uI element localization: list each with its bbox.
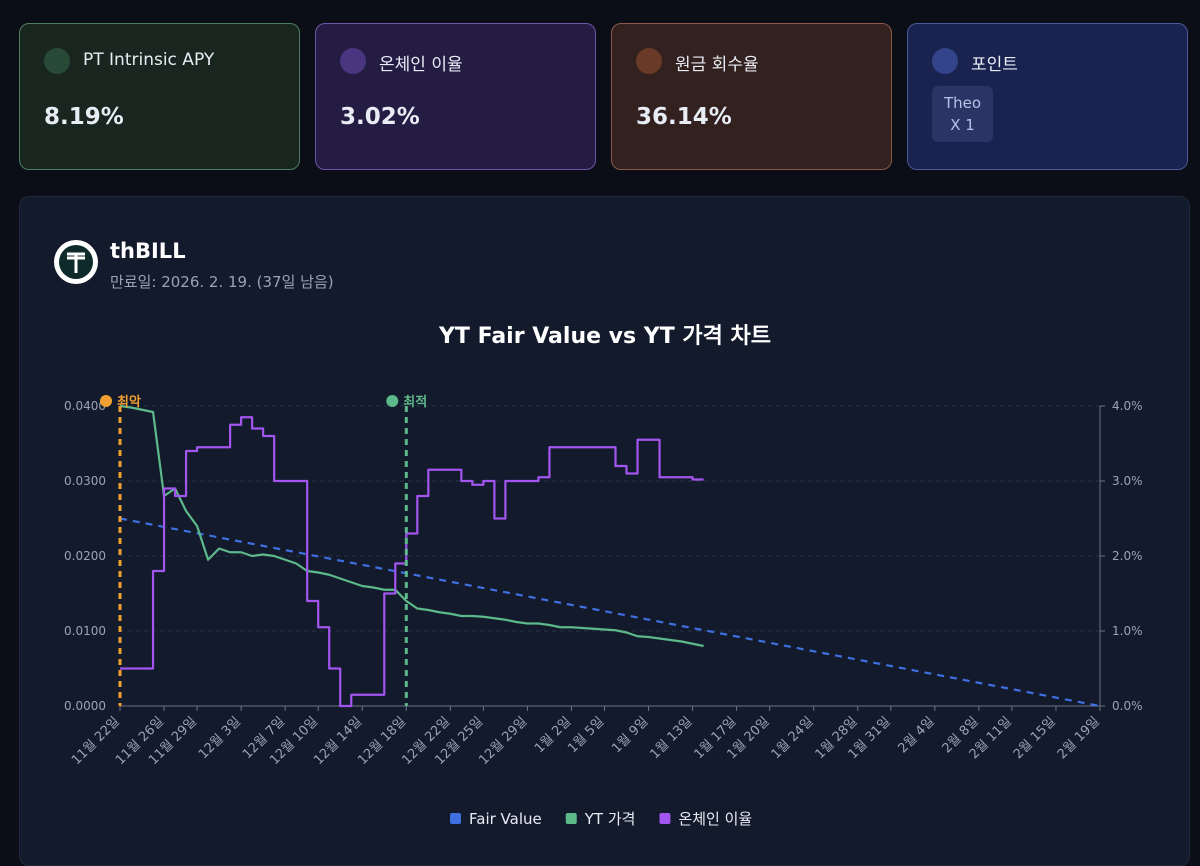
y-tick-label: 0.0000	[64, 699, 106, 713]
x-tick-label: 12월 29일	[476, 714, 530, 768]
icon	[636, 48, 662, 74]
y-tick-label: 0.0300	[64, 474, 106, 488]
x-tick-label: 1월 9일	[609, 714, 651, 756]
x-tick-label: 2월 15일	[1011, 714, 1059, 762]
asset-name: thBILL	[110, 239, 186, 263]
icon	[44, 48, 70, 74]
annotation-icon	[386, 395, 399, 407]
series-line	[119, 404, 704, 648]
y2-tick-label: 3.0%	[1112, 474, 1143, 488]
badge-multiplier: X 1	[950, 116, 975, 134]
apy-card: PT Intrinsic APY 8.19%	[19, 23, 300, 170]
recovery-card: 원금 회수율 36.14%	[611, 23, 892, 170]
card-value: 36.14%	[636, 104, 732, 130]
x-tick-label: 2월 4일	[896, 714, 938, 756]
y-tick-label: 0.0100	[64, 624, 106, 638]
y2-tick-label: 4.0%	[1112, 399, 1143, 413]
chart-panel	[19, 196, 1190, 866]
card-value: 3.02%	[340, 104, 420, 130]
card-title: 온체인 이율	[379, 55, 463, 75]
points-badge: Theo X 1	[932, 86, 993, 142]
card-title: PT Intrinsic APY	[83, 50, 215, 70]
badge-name: Theo	[943, 94, 982, 112]
card-value: 8.19%	[44, 104, 124, 130]
y-tick-label: 0.0400	[64, 399, 106, 413]
series-line	[119, 517, 1101, 708]
legend-swatch	[450, 813, 461, 824]
annotation-label: 최적	[403, 394, 427, 410]
asset-logo-glyph	[67, 252, 85, 273]
x-tick-label: 1월 5일	[565, 714, 607, 756]
chart-title: YT Fair Value vs YT 가격 차트	[438, 324, 771, 349]
annotation-icon	[100, 395, 112, 407]
legend-label: YT 가격	[584, 810, 636, 828]
y2-tick-label: 0.0%	[1112, 699, 1143, 713]
onchain-card: 온체인 이율 3.02%	[315, 23, 596, 170]
x-tick-label: 1월 24일	[769, 714, 817, 762]
y2-tick-label: 2.0%	[1112, 549, 1143, 563]
x-tick-label: 1월 13일	[647, 714, 695, 762]
x-tick-label: 2월 19일	[1055, 714, 1103, 762]
legend-label: 온체인 이율	[678, 810, 752, 828]
y2-tick-label: 1.0%	[1112, 624, 1143, 638]
y-tick-label: 0.0200	[64, 549, 106, 563]
asset-maturity: 만료일: 2026. 2. 19. (37일 남음)	[110, 273, 334, 291]
x-tick-label: 1월 2일	[532, 714, 574, 756]
icon	[932, 48, 958, 74]
legend-label: Fair Value	[469, 810, 542, 828]
card-title: 포인트	[971, 55, 1018, 75]
icon	[340, 48, 366, 74]
card-title: 원금 회수율	[675, 55, 759, 75]
legend-swatch	[565, 813, 577, 824]
points-card: 포인트 Theo X 1	[907, 23, 1188, 170]
x-tick-label: 12월 3일	[196, 714, 244, 762]
annotation-label: 최악	[117, 394, 141, 410]
legend-swatch	[659, 813, 671, 824]
series-line	[120, 416, 704, 708]
